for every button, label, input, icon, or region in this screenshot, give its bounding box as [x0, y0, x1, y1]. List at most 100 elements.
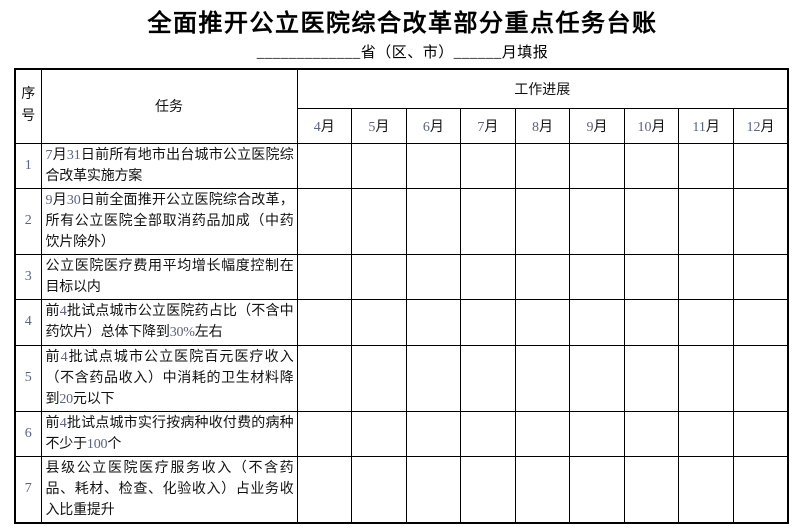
progress-cell: [732, 298, 789, 346]
progress-cell: [405, 455, 462, 523]
progress-cell: [514, 455, 571, 523]
progress-cell: [514, 410, 571, 457]
progress-cell: [569, 344, 625, 412]
progress-cell: [460, 455, 516, 523]
header-month-dec: 12月: [732, 107, 789, 144]
progress-cell: [623, 253, 680, 300]
progress-cell: [732, 142, 789, 189]
row-task: 前4批试点城市实行按病种收付费的病种不少于100个: [40, 410, 298, 457]
progress-cell: [678, 455, 734, 523]
progress-cell: [514, 142, 571, 189]
progress-cell: [623, 187, 680, 255]
table-row: 7 县级公立医院医疗服务收入（不含药品、耗材、检查、化验收入）占业务收入比重提升: [14, 455, 789, 523]
progress-cell: [678, 344, 734, 412]
progress-cell: [296, 410, 353, 457]
document-title: 全面推开公立医院综合改革部分重点任务台账: [147, 10, 658, 37]
progress-cell: [623, 410, 680, 457]
progress-cell: [623, 298, 680, 346]
row-serial: 1: [14, 142, 42, 189]
progress-cell: [460, 142, 516, 189]
row-serial: 6: [14, 410, 42, 457]
progress-cell: [569, 298, 625, 346]
progress-cell: [405, 298, 462, 346]
progress-cell: [569, 187, 625, 255]
header-progress: 工作进展: [296, 68, 789, 109]
row-task: 前4批试点城市公立医院百元医疗收入（不含药品收入）中消耗的卫生材料降到20元以下: [40, 344, 298, 412]
header-serial: 序号: [14, 68, 42, 144]
progress-cell: [678, 253, 734, 300]
progress-cell: [623, 344, 680, 412]
progress-cell: [514, 187, 571, 255]
progress-cell: [296, 344, 353, 412]
header-month-aug: 8月: [514, 107, 571, 144]
progress-cell: [351, 253, 407, 300]
row-task: 9月30日前全面推开公立医院综合改革，所有公立医院全部取消药品加成（中药饮片除外…: [40, 187, 298, 255]
header-month-jun: 6月: [405, 107, 462, 144]
progress-cell: [732, 455, 789, 523]
progress-cell: [678, 410, 734, 457]
table-row: 6 前4批试点城市实行按病种收付费的病种不少于100个: [14, 410, 789, 457]
progress-cell: [460, 298, 516, 346]
progress-cell: [296, 253, 353, 300]
progress-cell: [351, 455, 407, 523]
table-row: 5 前4批试点城市公立医院百元医疗收入（不含药品收入）中消耗的卫生材料降到20元…: [14, 344, 789, 412]
row-serial: 3: [14, 253, 42, 300]
progress-cell: [569, 455, 625, 523]
header-task: 任务: [40, 68, 298, 144]
progress-cell: [405, 253, 462, 300]
row-serial: 2: [14, 187, 42, 255]
progress-cell: [460, 410, 516, 457]
progress-cell: [569, 142, 625, 189]
progress-cell: [296, 298, 353, 346]
progress-cell: [678, 298, 734, 346]
table-row: 3 公立医院医疗费用平均增长幅度控制在目标以内: [14, 253, 789, 300]
row-serial: 5: [14, 344, 42, 412]
header-month-jul: 7月: [460, 107, 516, 144]
progress-cell: [296, 142, 353, 189]
header-month-may: 5月: [351, 107, 407, 144]
row-task: 7月31日前所有地市出台城市公立医院综合改革实施方案: [40, 142, 298, 189]
table-row: 1 7月31日前所有地市出台城市公立医院综合改革实施方案: [14, 142, 789, 189]
header-row-progress: 序号 任务 工作进展: [14, 68, 789, 144]
progress-cell: [678, 187, 734, 255]
progress-cell: [405, 344, 462, 412]
header-month-oct: 10月: [623, 107, 680, 144]
progress-cell: [351, 344, 407, 412]
progress-cell: [732, 410, 789, 457]
progress-cell: [732, 344, 789, 412]
progress-cell: [732, 187, 789, 255]
row-serial: 7: [14, 455, 42, 523]
progress-cell: [351, 298, 407, 346]
progress-cell: [569, 410, 625, 457]
progress-cell: [514, 253, 571, 300]
row-serial: 4: [14, 298, 42, 346]
progress-cell: [514, 344, 571, 412]
progress-cell: [351, 410, 407, 457]
row-task: 公立医院医疗费用平均增长幅度控制在目标以内: [40, 253, 298, 300]
progress-cell: [569, 253, 625, 300]
progress-cell: [460, 344, 516, 412]
table-row: 4 前4批试点城市公立医院药占比（不含中药饮片）总体下降到30%左右: [14, 298, 789, 346]
progress-cell: [623, 455, 680, 523]
task-ledger-table: 序号 任务 工作进展 4月 5月 6月 7月 8月 9月 10月 11月 12月…: [14, 68, 789, 524]
table-row: 2 9月30日前全面推开公立医院综合改革，所有公立医院全部取消药品加成（中药饮片…: [14, 187, 789, 255]
progress-cell: [405, 187, 462, 255]
progress-cell: [351, 142, 407, 189]
progress-cell: [460, 187, 516, 255]
progress-cell: [732, 253, 789, 300]
progress-cell: [514, 298, 571, 346]
header-month-nov: 11月: [678, 107, 734, 144]
row-task: 县级公立医院医疗服务收入（不含药品、耗材、检查、化验收入）占业务收入比重提升: [40, 455, 298, 523]
progress-cell: [405, 410, 462, 457]
progress-cell: [623, 142, 680, 189]
progress-cell: [405, 142, 462, 189]
progress-cell: [296, 187, 353, 255]
progress-cell: [296, 455, 353, 523]
row-task: 前4批试点城市公立医院药占比（不含中药饮片）总体下降到30%左右: [40, 298, 298, 346]
progress-cell: [678, 142, 734, 189]
header-month-sep: 9月: [569, 107, 625, 144]
progress-cell: [351, 187, 407, 255]
document-subtitle: _____________省（区、市）______月填报: [256, 45, 549, 61]
header-month-apr: 4月: [296, 107, 353, 144]
